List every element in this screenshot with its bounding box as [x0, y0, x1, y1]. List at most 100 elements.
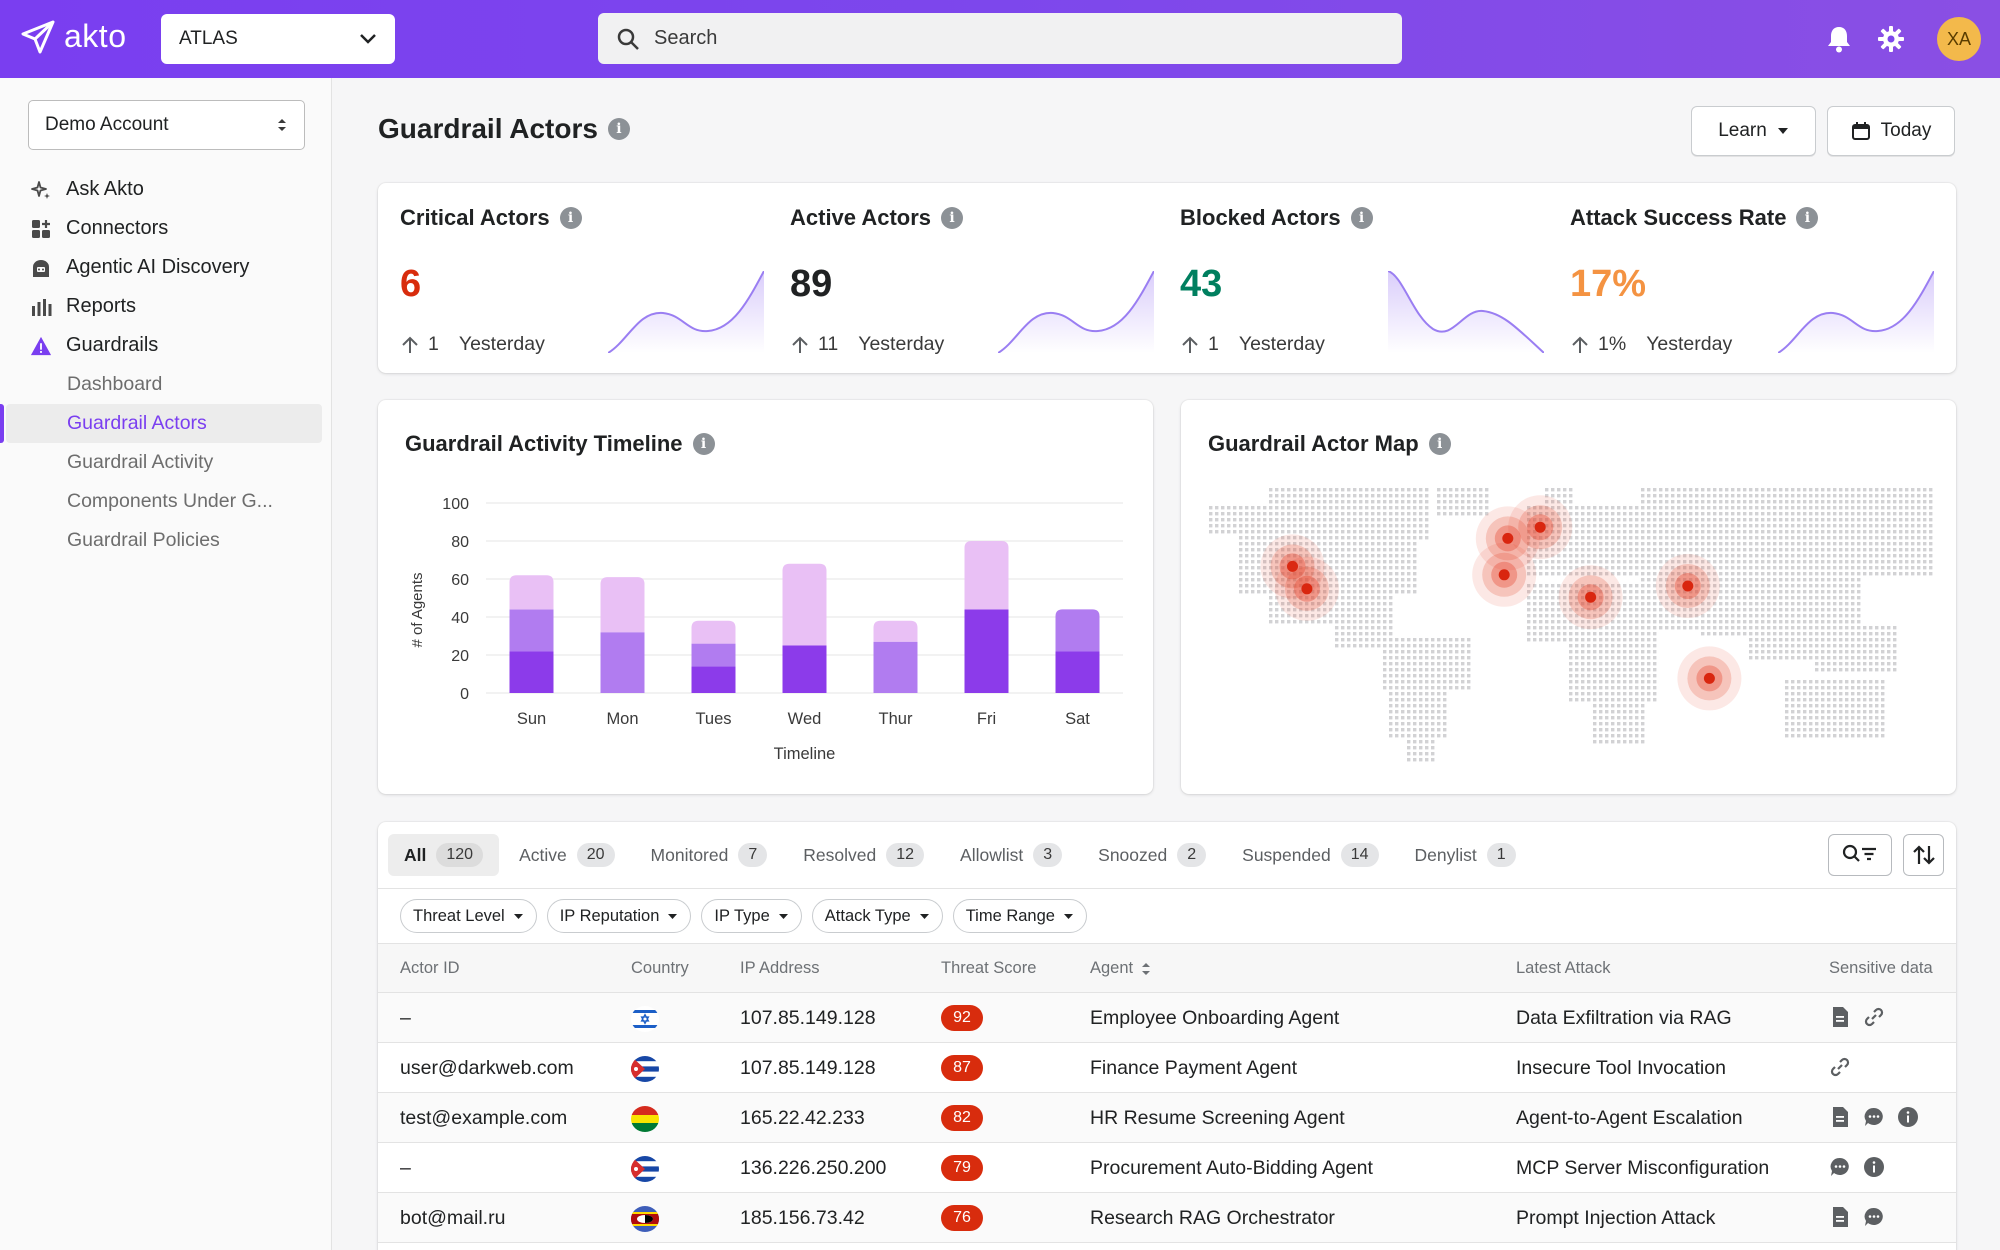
sidebar-item-guardrails[interactable]: Guardrails [0, 326, 332, 365]
tab-monitored[interactable]: Monitored 7 [635, 834, 784, 876]
x-tick-label: Mon [606, 710, 638, 728]
sidebar-item-agentic-ai-discovery[interactable]: Agentic AI Discovery [0, 248, 332, 287]
info-icon[interactable]: i [607, 118, 630, 140]
cell-actor-id[interactable]: – [400, 1157, 411, 1179]
table-row[interactable]: – 136.226.250.200 79 Procurement Auto-Biddi… [378, 1143, 1956, 1193]
search-bar[interactable] [598, 13, 1402, 64]
settings-button[interactable] [1874, 22, 1908, 56]
tab-resolved[interactable]: Resolved 12 [787, 834, 940, 876]
sidebar-subitem-guardrail-activity[interactable]: Guardrail Activity [67, 451, 214, 473]
tab-denylist[interactable]: Denylist 1 [1399, 834, 1532, 876]
tab-count-badge: 20 [576, 843, 615, 867]
cell-actor-id[interactable]: test@example.com [400, 1107, 568, 1129]
bar-segment [782, 563, 827, 646]
sidebar-item-reports[interactable]: Reports [0, 287, 332, 326]
section-title-text: Guardrail Actor Map [1208, 431, 1419, 456]
tab-snoozed[interactable]: Snoozed 2 [1082, 834, 1222, 876]
collection-select[interactable]: ATLAS [161, 14, 395, 64]
caret-down-icon [919, 913, 929, 919]
actor-location-marker[interactable] [1585, 591, 1597, 603]
info-icon[interactable]: i [1796, 207, 1819, 229]
x-axis-label: Timeline [774, 745, 836, 763]
link-icon[interactable] [1863, 1006, 1885, 1028]
actor-location-marker[interactable] [1534, 521, 1546, 533]
notifications-button[interactable] [1822, 22, 1856, 56]
kpi-value: 6 [400, 263, 422, 305]
table-row[interactable]: bot@mail.ru 185.156.73.42 76 Research RAG O… [378, 1193, 1956, 1243]
document-icon[interactable] [1829, 1006, 1851, 1028]
tab-all[interactable]: All 120 [388, 834, 500, 876]
search-input[interactable] [654, 27, 1354, 50]
search-filter-button[interactable] [1828, 834, 1892, 876]
tab-label: Monitored [650, 844, 729, 865]
filter-ip-reputation[interactable]: IP Reputation [546, 899, 692, 933]
kpi-value: 43 [1180, 263, 1223, 305]
column-header-ip-address[interactable]: IP Address [740, 959, 820, 977]
cell-actor-id[interactable]: user@darkweb.com [400, 1057, 574, 1079]
filter-attack-type[interactable]: Attack Type [811, 899, 943, 933]
sort-icon [1142, 962, 1151, 975]
date-range-label: Today [1880, 120, 1932, 141]
info-icon[interactable]: i [1350, 207, 1373, 229]
actor-location-marker[interactable] [1301, 583, 1313, 595]
x-tick-label: Tues [695, 710, 731, 728]
date-range-button[interactable]: Today [1827, 106, 1955, 156]
search-icon [617, 28, 639, 50]
filter-label: IP Type [714, 906, 770, 925]
info-icon[interactable]: i [941, 207, 964, 229]
column-header-threat-score[interactable]: Threat Score [941, 959, 1037, 977]
tab-suspended[interactable]: Suspended 14 [1226, 834, 1394, 876]
account-select[interactable]: Demo Account [28, 100, 305, 150]
sort-arrows-icon [1912, 845, 1935, 865]
sort-button[interactable] [1903, 834, 1944, 876]
sidebar-subitem-guardrail-policies[interactable]: Guardrail Policies [67, 529, 220, 551]
cell-actor-id[interactable]: bot@mail.ru [400, 1207, 506, 1229]
sidebar-subitem-dashboard[interactable]: Dashboard [67, 373, 163, 395]
info-icon[interactable]: i [1428, 433, 1451, 455]
column-header-latest-attack[interactable]: Latest Attack [1516, 959, 1611, 977]
caret-down-icon [668, 913, 678, 919]
sidebar-subitem-guardrail-actors[interactable]: Guardrail Actors [0, 404, 322, 443]
actor-location-marker[interactable] [1502, 532, 1514, 544]
column-header-agent[interactable]: Agent [1090, 959, 1151, 978]
kpi-value: 89 [790, 263, 833, 305]
actor-location-marker[interactable] [1498, 569, 1510, 581]
caret-down-icon [513, 913, 523, 919]
info-icon[interactable]: i [692, 433, 715, 455]
info-icon[interactable] [1897, 1106, 1919, 1128]
info-icon[interactable] [1863, 1156, 1885, 1178]
grid-plus-icon [30, 218, 52, 240]
tab-allowlist[interactable]: Allowlist 3 [944, 834, 1078, 876]
table-row[interactable]: test@example.com 165.22.42.233 82 HR Resume… [378, 1093, 1956, 1143]
actor-location-marker[interactable] [1682, 580, 1694, 592]
column-header-country[interactable]: Country [631, 959, 689, 977]
cell-sensitive-data [1829, 1206, 1885, 1228]
user-avatar[interactable]: XA [1937, 17, 1981, 61]
info-icon[interactable]: i [559, 207, 582, 229]
actor-location-marker[interactable] [1287, 560, 1299, 572]
cell-latest-attack: MCP Server Misconfiguration [1516, 1157, 1770, 1179]
sidebar-subitem-components-under-guardrails[interactable]: Components Under G... [67, 490, 273, 512]
document-icon[interactable] [1829, 1206, 1851, 1228]
chat-icon[interactable] [1829, 1156, 1851, 1178]
table-row[interactable]: user@darkweb.com 107.85.149.128 87 Finance … [378, 1043, 1956, 1093]
akto-logo[interactable]: akto [20, 18, 126, 55]
table-row[interactable]: – 107.85.149.128 92 Employee Onboarding Age… [378, 993, 1956, 1043]
sidebar-item-connectors[interactable]: Connectors [0, 209, 332, 248]
threat-score-badge: 82 [941, 1105, 983, 1131]
filter-ip-type[interactable]: IP Type [701, 899, 802, 933]
learn-button[interactable]: Learn [1691, 106, 1816, 156]
sidebar-item-ask-akto[interactable]: Ask Akto [0, 170, 332, 209]
tab-active[interactable]: Active 20 [503, 834, 630, 876]
cell-actor-id[interactable]: – [400, 1007, 411, 1029]
column-header-actor-id[interactable]: Actor ID [400, 959, 460, 977]
actor-location-marker[interactable] [1703, 672, 1715, 684]
select-arrows-icon [278, 119, 286, 131]
filter-threat-level[interactable]: Threat Level [400, 899, 537, 933]
link-icon[interactable] [1829, 1056, 1851, 1078]
document-icon[interactable] [1829, 1106, 1851, 1128]
chat-icon[interactable] [1863, 1206, 1885, 1228]
chat-icon[interactable] [1863, 1106, 1885, 1128]
column-header-sensitive-data[interactable]: Sensitive data [1829, 959, 1933, 977]
filter-time-range[interactable]: Time Range [952, 899, 1087, 933]
